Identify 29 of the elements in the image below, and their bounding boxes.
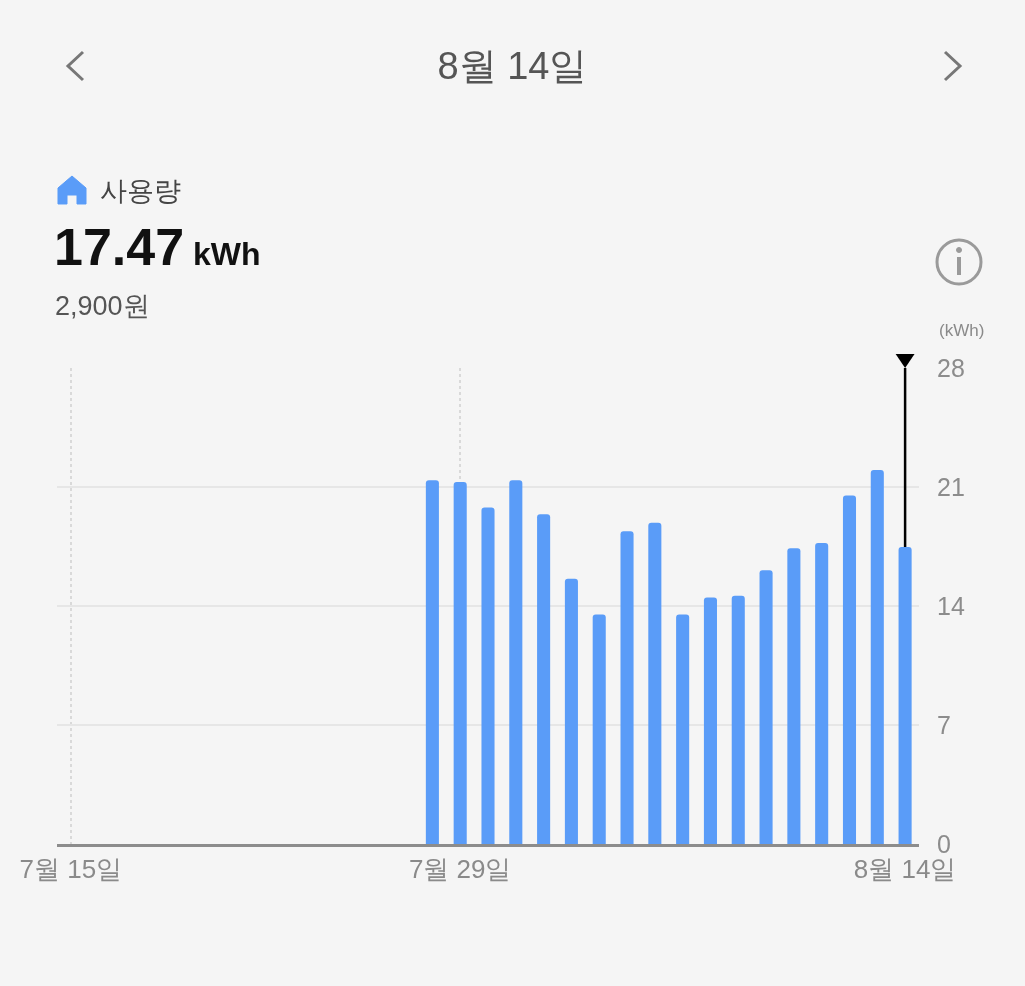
bar: [648, 522, 662, 844]
bar: [870, 470, 884, 844]
text: 2,900원: [55, 291, 150, 321]
bar: [759, 570, 773, 844]
y-tick-label: 28: [937, 353, 965, 382]
chart-title: 8월 14일: [437, 45, 588, 88]
bar: [425, 480, 439, 844]
bar: [676, 614, 690, 844]
y-tick-label: 7: [937, 710, 951, 739]
y-tick-label: 14: [937, 591, 965, 620]
text: 사용량: [100, 176, 181, 206]
x-tick-label: 7월 29일: [408, 854, 512, 885]
bar: [481, 507, 495, 844]
bar: [453, 481, 467, 844]
y-axis-title: (kWh): [939, 321, 985, 340]
y-tick-label: 21: [937, 472, 965, 501]
bar: [537, 514, 551, 844]
bar: [842, 495, 857, 844]
bar: [787, 548, 801, 844]
bar: [592, 614, 606, 844]
x-tick-label: 7월 15일: [19, 854, 123, 885]
bar: [731, 595, 745, 844]
bar: [703, 597, 717, 844]
bar: [564, 578, 578, 844]
bar: [898, 547, 912, 844]
bar: [509, 480, 523, 844]
text: 17.47 kWh: [54, 218, 261, 276]
bar: [620, 531, 634, 844]
bar: [815, 543, 829, 844]
